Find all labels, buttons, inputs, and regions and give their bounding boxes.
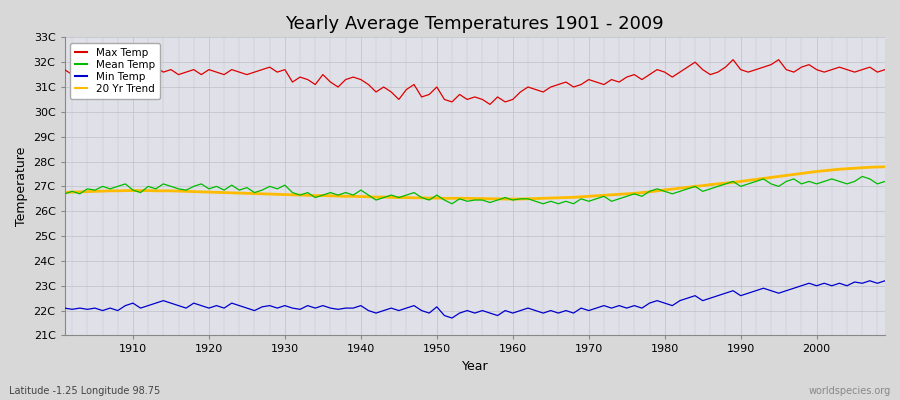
Legend: Max Temp, Mean Temp, Min Temp, 20 Yr Trend: Max Temp, Mean Temp, Min Temp, 20 Yr Tre… xyxy=(70,42,160,99)
Y-axis label: Temperature: Temperature xyxy=(15,147,28,226)
Min Temp xyxy=(287,306,298,310)
Title: Yearly Average Temperatures 1901 - 2009: Yearly Average Temperatures 1901 - 2009 xyxy=(285,15,664,33)
20 Yr Trend xyxy=(500,197,510,202)
20 Yr Trend xyxy=(515,197,526,202)
Text: worldspecies.org: worldspecies.org xyxy=(809,386,891,396)
Max Temp xyxy=(515,90,526,94)
Min Temp xyxy=(120,303,130,308)
Max Temp xyxy=(606,77,616,82)
Line: Max Temp: Max Temp xyxy=(65,60,885,104)
Min Temp xyxy=(59,306,70,310)
Max Temp xyxy=(728,57,739,62)
Max Temp xyxy=(59,67,70,72)
Line: 20 Yr Trend: 20 Yr Trend xyxy=(65,167,885,199)
Min Temp xyxy=(864,278,875,283)
Min Temp xyxy=(515,308,526,313)
Mean Temp xyxy=(59,192,70,196)
Mean Temp xyxy=(857,174,868,179)
Text: Latitude -1.25 Longitude 98.75: Latitude -1.25 Longitude 98.75 xyxy=(9,386,160,396)
20 Yr Trend xyxy=(120,188,130,193)
Mean Temp xyxy=(879,179,890,184)
Max Temp xyxy=(484,102,495,107)
20 Yr Trend xyxy=(333,194,344,198)
Min Temp xyxy=(333,307,344,312)
Mean Temp xyxy=(515,196,526,201)
Mean Temp xyxy=(606,199,616,204)
Min Temp xyxy=(508,311,518,316)
Mean Temp xyxy=(287,190,298,195)
Min Temp xyxy=(446,316,457,320)
X-axis label: Year: Year xyxy=(462,360,488,373)
Max Temp xyxy=(120,70,130,74)
Max Temp xyxy=(333,85,344,90)
Mean Temp xyxy=(446,201,457,206)
Min Temp xyxy=(879,278,890,283)
20 Yr Trend xyxy=(606,192,616,197)
20 Yr Trend xyxy=(879,164,890,169)
Max Temp xyxy=(287,80,298,84)
20 Yr Trend xyxy=(287,192,298,197)
Line: Min Temp: Min Temp xyxy=(65,281,885,318)
Mean Temp xyxy=(508,198,518,202)
Max Temp xyxy=(508,97,518,102)
20 Yr Trend xyxy=(59,190,70,195)
Mean Temp xyxy=(333,193,344,198)
Mean Temp xyxy=(120,182,130,186)
Max Temp xyxy=(879,67,890,72)
Min Temp xyxy=(606,306,616,310)
Line: Mean Temp: Mean Temp xyxy=(65,176,885,204)
20 Yr Trend xyxy=(508,197,518,202)
